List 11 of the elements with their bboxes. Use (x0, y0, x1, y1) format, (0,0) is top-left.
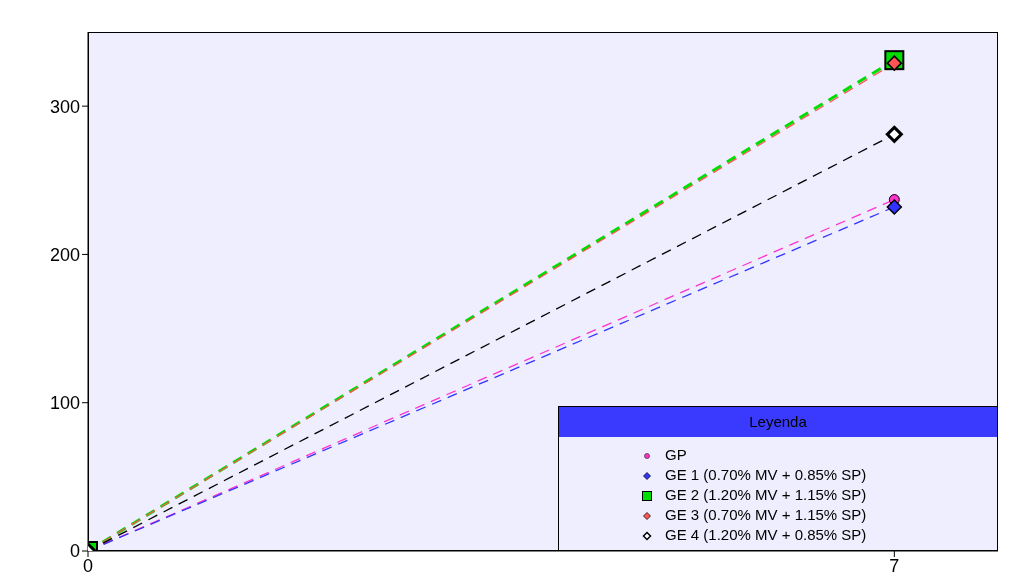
y-tick-label: 300 (49, 96, 80, 117)
legend-header: Leyenda (559, 407, 997, 437)
legend-label: GP (665, 446, 687, 463)
x-tick-label: 7 (889, 555, 900, 576)
legend-label: GE 2 (1.20% MV + 1.15% SP) (665, 486, 867, 503)
y-tick-label: 100 (49, 393, 80, 414)
y-tick-label: 200 (49, 244, 80, 265)
legend-label: GE 1 (0.70% MV + 0.85% SP) (665, 466, 867, 483)
legend-label: GE 4 (1.20% MV + 0.85% SP) (665, 526, 867, 543)
y-tick-label: 0 (69, 541, 80, 562)
legend-label: GE 3 (0.70% MV + 1.15% SP) (665, 506, 867, 523)
